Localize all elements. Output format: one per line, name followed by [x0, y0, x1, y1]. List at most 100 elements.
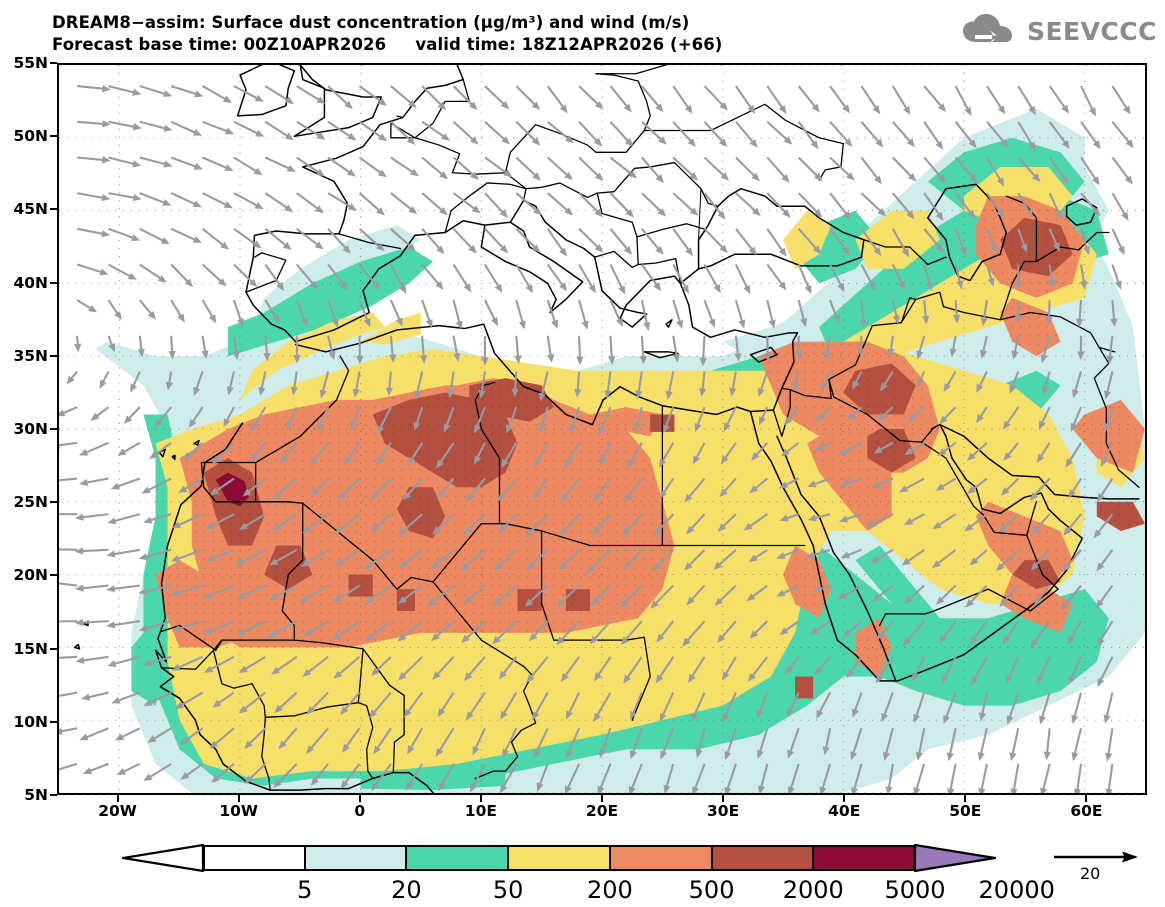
- dust-contour-stipple: [1000, 297, 1061, 357]
- wind-arrow: [390, 192, 418, 215]
- border-algeria-niger: [302, 502, 543, 605]
- border-ghana-togo: [357, 702, 374, 780]
- border-guinea: [212, 649, 266, 718]
- wind-arrow: [871, 477, 894, 488]
- wind-arrow: [913, 692, 926, 723]
- wind-arrow: [147, 727, 172, 743]
- wind-arrow: [1011, 335, 1020, 360]
- border-oman-yemen-saudi: [878, 534, 1059, 627]
- wind-arrow: [500, 692, 518, 720]
- wind-arrow: [1036, 656, 1051, 685]
- wind-arrow: [327, 120, 357, 141]
- wind-arrow: [59, 406, 78, 417]
- coastline-black-sea: [697, 187, 865, 270]
- wind-arrow: [352, 371, 361, 398]
- wind-arrow: [232, 335, 240, 361]
- wind-arrow: [290, 371, 298, 396]
- wind-arrow: [77, 120, 111, 128]
- wind-arrow: [578, 299, 589, 330]
- wind-arrow: [452, 121, 479, 145]
- x-tick-mark: [843, 795, 846, 802]
- wind-arrow: [154, 406, 172, 428]
- y-tick-label: 20N: [13, 566, 48, 585]
- wind-arrow: [877, 406, 894, 422]
- wind-arrow: [859, 300, 867, 328]
- wind-arrow: [946, 728, 957, 762]
- wind-arrow: [838, 513, 862, 523]
- wind-arrow: [390, 85, 417, 108]
- wind-arrow: [759, 406, 769, 426]
- wind-arrow: [560, 513, 580, 536]
- x-tick-mark: [964, 795, 967, 802]
- wind-arrow: [860, 85, 881, 115]
- wind-arrow: [202, 156, 234, 172]
- wind-arrow: [688, 656, 706, 684]
- wind-arrow: [620, 620, 643, 646]
- wind-arrow: [821, 371, 832, 391]
- wind-arrow: [170, 227, 202, 243]
- y-tick-label: 40N: [13, 273, 48, 292]
- wind-arrow: [947, 763, 957, 793]
- dust-contour-stipple: [155, 560, 241, 648]
- wind-arrow: [472, 727, 486, 756]
- wind-arrow: [421, 299, 433, 329]
- wind-arrow: [565, 727, 581, 760]
- wind-arrow: [851, 692, 863, 718]
- wind-arrow: [1096, 477, 1114, 503]
- wind-arrow: [492, 584, 518, 607]
- wind-arrow: [170, 548, 203, 562]
- wind-arrow: [779, 620, 800, 636]
- wind-arrow: [1031, 513, 1051, 534]
- wind-arrow: [829, 156, 855, 181]
- wind-arrow: [180, 763, 204, 780]
- wind-arrow: [524, 513, 549, 539]
- wind-arrow: [629, 727, 643, 760]
- wind-arrow: [621, 513, 643, 537]
- wind-arrow: [236, 584, 266, 599]
- wind-arrow: [1017, 156, 1041, 183]
- wind-arrow: [1071, 692, 1083, 725]
- wind-arrow: [299, 584, 329, 604]
- wind-arrow: [188, 406, 204, 429]
- wind-arrow: [969, 549, 988, 566]
- wind-arrow: [447, 371, 455, 399]
- wind-arrow: [463, 513, 486, 536]
- wind-arrow: [779, 513, 800, 522]
- dust-contour-stipple: [1012, 560, 1061, 590]
- colorbar-tick-label: 2000: [782, 876, 844, 904]
- wind-arrow: [358, 228, 385, 252]
- wind-arrow: [1010, 763, 1020, 793]
- wind-arrow: [970, 656, 988, 686]
- border-baltic: [595, 65, 668, 75]
- border-israel-jordan: [772, 387, 791, 437]
- wind-arrow: [238, 691, 266, 714]
- border-saudi-kuwait-qatar: [921, 441, 984, 516]
- wind-arrow: [358, 120, 388, 142]
- coastline-west-europe: [245, 65, 464, 343]
- y-tick-label: 15N: [13, 639, 48, 658]
- wind-arrow: [74, 547, 109, 555]
- wind-arrow: [1000, 477, 1020, 496]
- wind-arrow: [465, 477, 486, 502]
- wind-arrow: [1080, 228, 1090, 256]
- wind-arrow: [111, 691, 141, 704]
- wind-arrow: [478, 371, 486, 399]
- wind-arrow: [659, 692, 675, 722]
- wind-arrow: [1029, 477, 1051, 501]
- wind-arrow: [766, 299, 776, 329]
- wind-arrow: [296, 156, 325, 177]
- wind-arrow: [822, 728, 832, 756]
- wind-arrow: [363, 548, 392, 570]
- wind-arrow: [1017, 192, 1034, 219]
- wind-arrow: [405, 763, 424, 791]
- wind-arrow: [722, 692, 737, 723]
- wind-arrow: [452, 228, 477, 254]
- wind-arrow: [233, 120, 265, 137]
- dust-contour-stipple: [1072, 399, 1145, 473]
- wind-arrow: [327, 192, 358, 211]
- wind-arrow: [358, 299, 371, 328]
- wind-arrow: [941, 656, 957, 684]
- wind-arrow: [269, 548, 298, 566]
- wind-arrow: [515, 85, 541, 111]
- dust-contour-stipple: [469, 378, 554, 422]
